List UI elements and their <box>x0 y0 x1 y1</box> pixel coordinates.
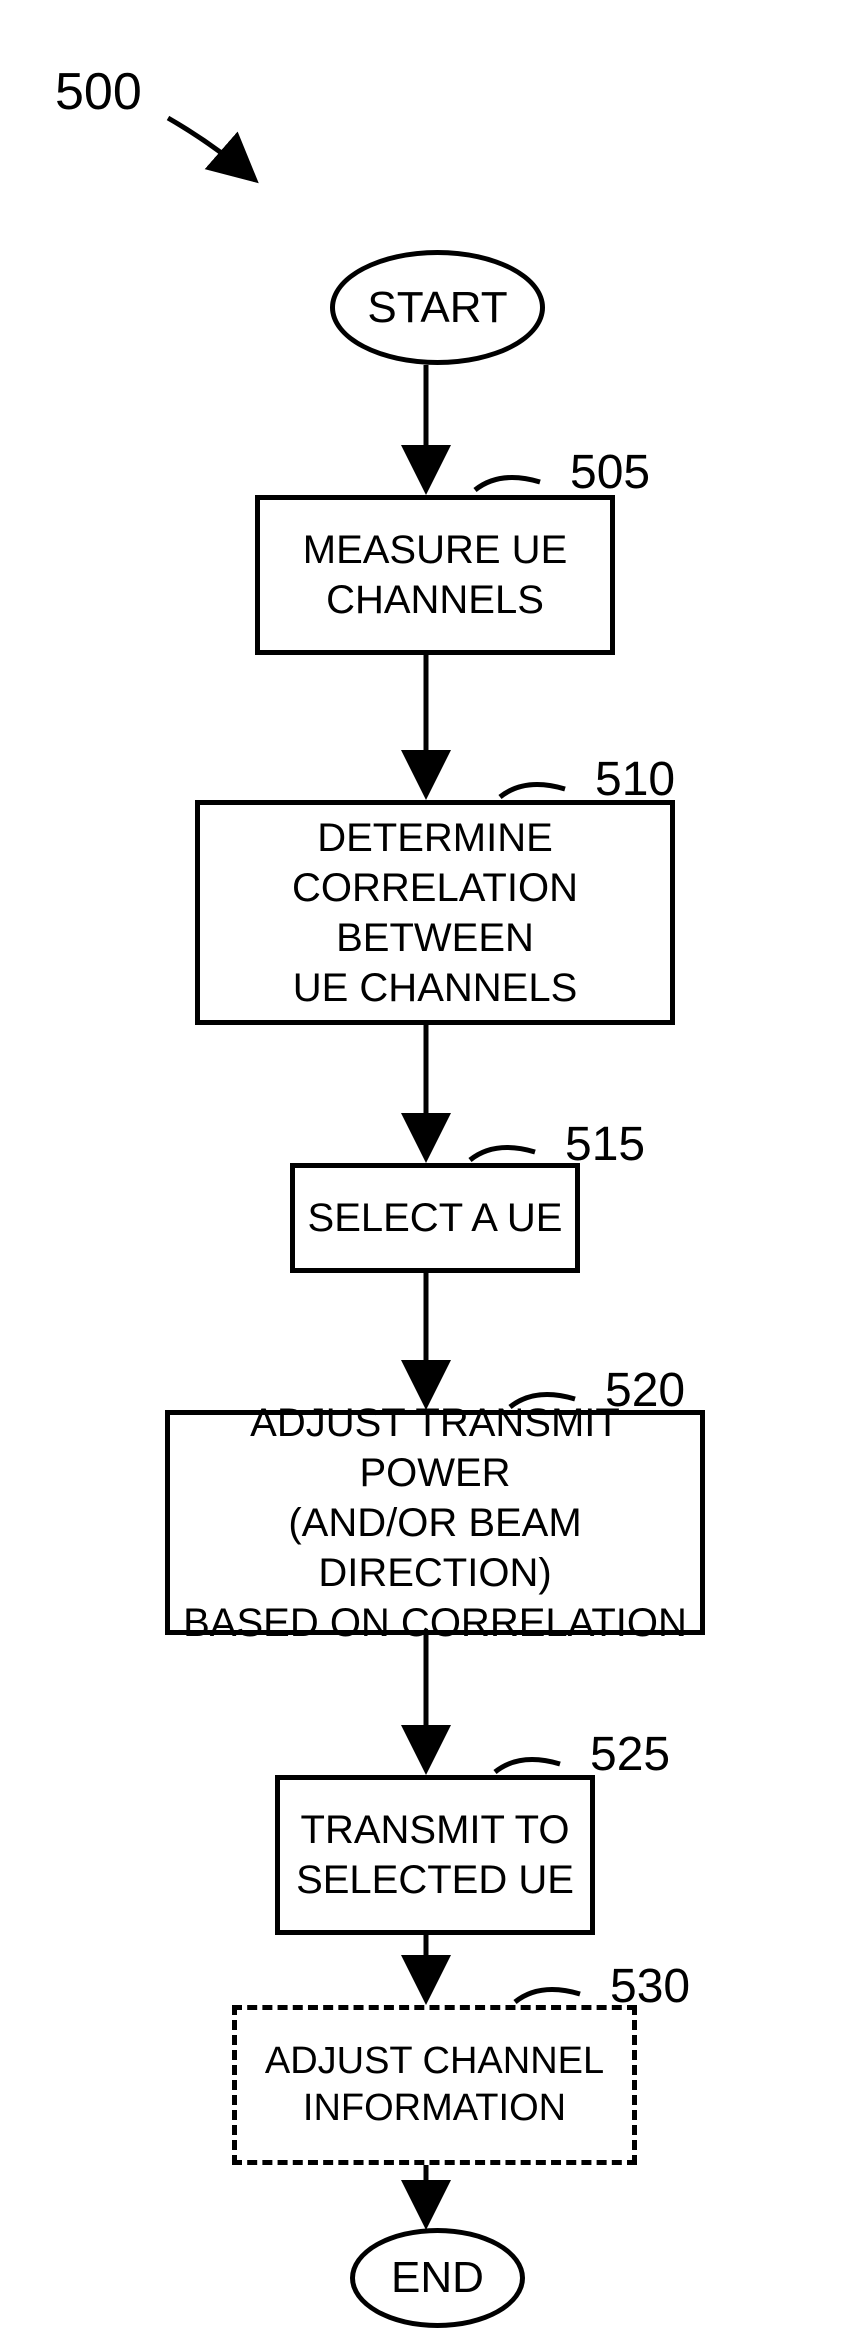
tick-505 <box>475 478 540 491</box>
process-determine-correlation: DETERMINE CORRELATION BETWEEN UE CHANNEL… <box>195 800 675 1025</box>
process-505-label: MEASURE UE CHANNELS <box>303 525 568 625</box>
step-number-520: 520 <box>605 1363 685 1418</box>
tick-515 <box>470 1148 535 1161</box>
step-number-510: 510 <box>595 752 675 807</box>
terminal-end-label: END <box>391 2253 484 2303</box>
tick-530 <box>515 1990 580 2003</box>
step-number-515: 515 <box>565 1117 645 1172</box>
figure-hook-arrow <box>168 118 255 180</box>
step-number-530: 530 <box>610 1959 690 2014</box>
process-525-label: TRANSMIT TO SELECTED UE <box>296 1805 574 1905</box>
step-number-525: 525 <box>590 1727 670 1782</box>
process-transmit-selected-ue: TRANSMIT TO SELECTED UE <box>275 1775 595 1935</box>
terminal-start-label: START <box>367 283 507 333</box>
process-adjust-channel-info: ADJUST CHANNEL INFORMATION <box>232 2005 637 2165</box>
process-520-label: ADJUST TRANSMIT POWER (AND/OR BEAM DIREC… <box>178 1398 692 1648</box>
tick-510 <box>500 785 565 798</box>
process-530-label: ADJUST CHANNEL INFORMATION <box>265 2038 604 2133</box>
terminal-end: END <box>350 2228 525 2328</box>
step-number-505: 505 <box>570 445 650 500</box>
terminal-start: START <box>330 250 545 365</box>
process-adjust-transmit-power: ADJUST TRANSMIT POWER (AND/OR BEAM DIREC… <box>165 1410 705 1635</box>
process-510-label: DETERMINE CORRELATION BETWEEN UE CHANNEL… <box>208 813 662 1013</box>
tick-525 <box>495 1760 560 1773</box>
figure-number-label: 500 <box>55 62 142 122</box>
process-select-ue: SELECT A UE <box>290 1163 580 1273</box>
process-515-label: SELECT A UE <box>308 1193 563 1243</box>
process-measure-ue-channels: MEASURE UE CHANNELS <box>255 495 615 655</box>
